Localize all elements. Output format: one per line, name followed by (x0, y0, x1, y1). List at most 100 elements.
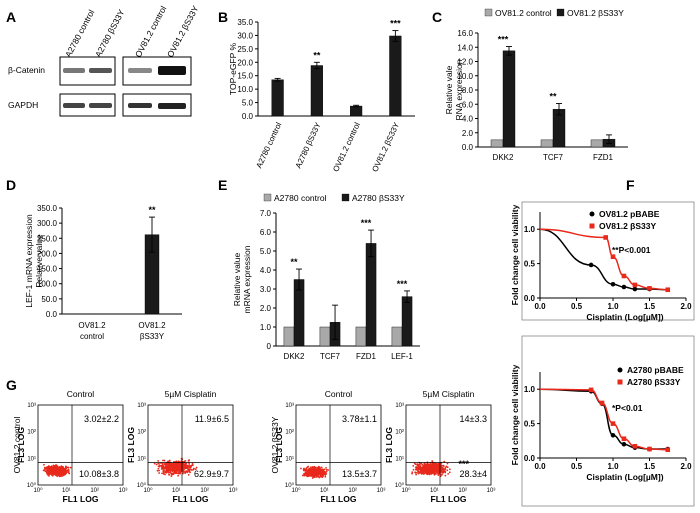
significance-marker: ** (313, 50, 321, 60)
flow-event (321, 476, 324, 479)
y-axis-label: FL3 LOG (16, 427, 26, 463)
x-category-label: OV81.2 βS33Y (370, 120, 401, 173)
flow-event (153, 462, 156, 465)
flow-event (168, 473, 171, 476)
flow-event (184, 463, 186, 466)
flow-event (166, 463, 169, 466)
y-tick-label: 0.5 (524, 420, 536, 429)
x-category-label: A2780 βS33Y (294, 120, 323, 169)
flow-event (167, 460, 170, 463)
flow-event (434, 465, 437, 468)
flow-plot-frame (147, 404, 234, 486)
blot-band (158, 66, 186, 75)
flow-event (418, 468, 421, 471)
y-tick-label: 10.0 (457, 72, 473, 81)
flow-event (178, 470, 181, 472)
data-point (632, 444, 638, 449)
flow-event (316, 473, 319, 476)
y-tick-label: 0.5 (524, 260, 536, 269)
y-tick-label: 8.0 (462, 86, 474, 95)
flow-event (432, 466, 435, 469)
flow-event (426, 473, 428, 475)
x-axis-label: Cisplatin (Log[µM]) (586, 472, 663, 482)
flow-event (415, 468, 418, 470)
y-tick-label: 0.0 (462, 143, 474, 152)
flow-event (444, 474, 447, 477)
flow-event (301, 474, 304, 477)
blot-row-label: β-Catenin (8, 65, 45, 75)
flow-event (411, 471, 414, 474)
flow-event (54, 466, 57, 468)
y-axis-label: Relative value (232, 253, 242, 307)
flow-event (314, 476, 316, 479)
y-tick-label: 10⁰ (27, 482, 37, 489)
significance-marker: *** (397, 279, 408, 289)
x-tick-label: 10⁰ (33, 487, 43, 494)
data-point (647, 446, 652, 452)
flow-event (435, 467, 438, 469)
flow-event (167, 466, 170, 468)
flow-event (172, 465, 175, 467)
flow-event (161, 472, 163, 475)
x-tick-label: 10² (458, 488, 467, 494)
upper-right-quadrant-value: 3.02±2.2 (84, 414, 119, 424)
legend-marker (617, 367, 623, 373)
panel-frame (521, 335, 695, 507)
flow-event (429, 467, 431, 470)
y-axis-label: RNA expression (454, 59, 464, 120)
flow-event (187, 465, 190, 468)
flow-event (182, 469, 185, 471)
y-tick-label: 5.0 (242, 99, 254, 108)
flow-event (305, 466, 308, 469)
x-tick-label: 10⁰ (143, 487, 153, 494)
flow-event (171, 463, 173, 465)
flow-event (423, 469, 426, 472)
panel-label-G: G (6, 377, 17, 393)
y-tick-label: 0.0 (242, 112, 254, 121)
flow-event (318, 466, 321, 469)
flow-event (424, 465, 427, 468)
y-tick-label: 1.0 (260, 323, 272, 332)
x-category-label: FZD1 (356, 352, 377, 361)
bar (350, 105, 363, 117)
flow-event (436, 464, 439, 467)
y-tick-label: 50.0 (41, 295, 57, 304)
blot-box (122, 93, 192, 117)
x-tick-label: 10¹ (172, 488, 181, 494)
data-point (665, 447, 671, 453)
x-tick-label: 10² (200, 488, 209, 494)
flow-event (300, 467, 302, 470)
significance-marker: *** (361, 218, 372, 228)
flow-event (54, 467, 56, 470)
x-category-label: TCF7 (543, 153, 564, 162)
flow-event (188, 463, 191, 465)
flow-event (425, 464, 427, 466)
flow-event (192, 468, 194, 471)
flow-event (327, 469, 330, 471)
flow-event (325, 468, 328, 471)
flow-event (172, 469, 174, 471)
y-tick-label: 10² (285, 430, 294, 436)
flow-row-label: OV81.2 βS33Y (270, 416, 280, 473)
flow-event (421, 463, 424, 466)
flow-event (179, 462, 182, 465)
y-axis-label: FL3 LOG (384, 427, 394, 463)
data-point (647, 286, 652, 291)
blot-lane-label: A2780 βS33Y (93, 7, 127, 58)
flow-event (47, 471, 50, 474)
flow-event (186, 464, 188, 467)
bar (319, 326, 331, 347)
x-tick-label: 10¹ (320, 488, 329, 494)
flow-event (432, 468, 434, 470)
data-point (621, 284, 627, 290)
legend-label: OV81.2 control (495, 8, 552, 18)
x-category-label: FZD1 (593, 153, 614, 162)
y-tick-label: 20.0 (237, 58, 253, 67)
x-category-label: TCF7 (320, 352, 341, 361)
flow-event (166, 468, 169, 471)
blot-band (128, 103, 152, 108)
flow-event (441, 473, 443, 476)
bar (590, 139, 604, 148)
flow-event (164, 473, 166, 476)
